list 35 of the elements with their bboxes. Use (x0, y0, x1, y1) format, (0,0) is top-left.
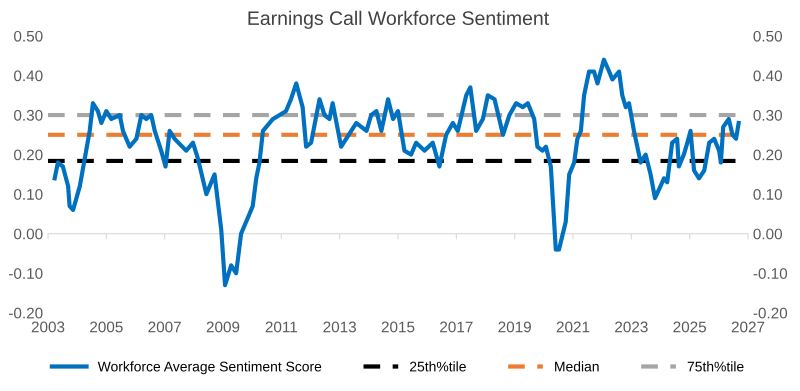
x-tick-label: 2019 (498, 322, 531, 332)
y2-tick-label: -0.10 (754, 268, 788, 279)
x-tick-label: 2003 (32, 322, 64, 332)
y-tick-label: 0.40 (14, 70, 43, 82)
y-tick-label: 0.10 (14, 189, 43, 200)
y-tick-label: 0.50 (14, 30, 43, 42)
x-tick-label: 2023 (615, 322, 648, 332)
y2-tick-label: 0.10 (753, 189, 782, 200)
y2-tick-label: 0.40 (753, 70, 782, 82)
x-tick-label: 2017 (440, 322, 473, 332)
legend-label: Workforce Average Sentiment Score (98, 361, 322, 374)
chart-title: Earnings Call Workforce Sentiment (248, 10, 549, 29)
legend-label: 75th%tile (688, 361, 744, 372)
x-tick-label: 2013 (323, 322, 356, 332)
x-tick-label: 2009 (206, 322, 240, 332)
x-tick-label: 2025 (673, 322, 706, 332)
x-tick-label: 2007 (148, 322, 181, 332)
x-tick-label: 2005 (90, 322, 123, 332)
x-tick-label: 2027 (732, 322, 764, 332)
y-tick-label: -0.20 (9, 308, 43, 318)
y2-tick-label: 0.20 (753, 149, 782, 160)
line-series (52, 58, 741, 288)
y2-tick-label: 0.30 (753, 110, 782, 121)
y-tick-label: 0.30 (14, 110, 43, 121)
legend-label: 25th%tile (410, 361, 466, 372)
y-tick-label: 0.20 (14, 149, 43, 160)
x-tick-label: 2015 (382, 322, 414, 332)
y2-tick-label: 0.50 (753, 30, 782, 42)
x-tick-label: 2021 (556, 322, 590, 332)
y-tick-label: 0.00 (14, 228, 43, 240)
x-tick-label: 2011 (266, 322, 298, 332)
y-tick-label: -0.10 (9, 268, 43, 279)
y2-tick-label: -0.20 (754, 308, 788, 318)
legend-label: Median (555, 361, 599, 372)
y2-tick-label: 0.00 (753, 228, 782, 240)
